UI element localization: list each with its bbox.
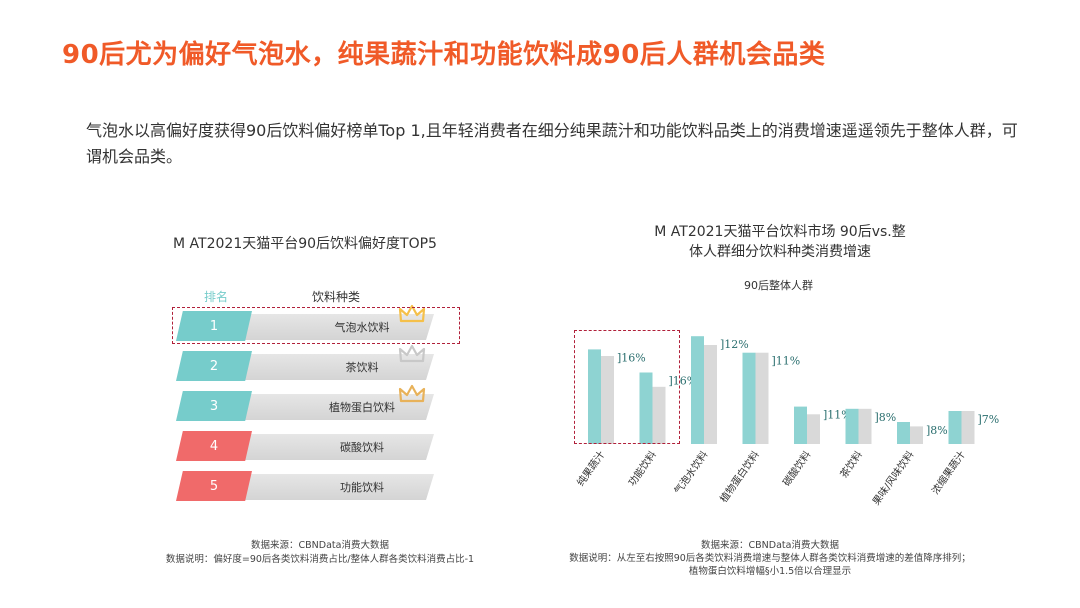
growth-label-0: ]16%: [617, 351, 646, 364]
bar-all-0: [601, 356, 614, 444]
rank-row-2: 2 茶饮料: [176, 344, 436, 381]
growth-label-4: ]11%: [823, 409, 852, 422]
bar-all-4: [807, 414, 820, 444]
bar-90s-3: [742, 352, 756, 444]
bar-all-2: [704, 345, 717, 444]
rank-badge: 5: [176, 471, 252, 501]
x-tick-label: 浓缩果蔬汁: [929, 448, 968, 496]
x-tick-label: 功能饮料: [625, 448, 659, 488]
growth-label-3: ]11%: [772, 355, 801, 368]
bar-all-3: [755, 352, 769, 444]
intro-text: 气泡水以高偏好度获得90后饮料偏好榜单Top 1,且年轻消费者在细分纯果蔬汁和功…: [86, 121, 1018, 166]
rank-label: 碳酸饮料: [340, 441, 384, 454]
legend-90: 90后: [744, 279, 769, 292]
growth-label-5: ]8%: [875, 411, 897, 424]
growth-bar-chart: ]16% 纯果蔬汁 ]16% 功能饮料 ]12% 气泡水饮料 ]11% 植物蛋白饮料 ]11% 碳…: [574, 336, 1000, 508]
x-tick-label: 气泡水饮料: [671, 448, 710, 496]
rank-badge: 2: [176, 351, 252, 381]
bar-all-7: [961, 411, 975, 444]
right-chart-title-line1: M AT2021天猫平台饮料市场 90后vs.整: [654, 224, 906, 240]
bar-all-6: [910, 426, 923, 444]
right-source: 数据来源：CBNData消费大数据: [701, 540, 839, 551]
rank-row-5: 5 功能饮料: [176, 471, 436, 501]
growth-label-7: ]7%: [978, 413, 1000, 426]
x-tick-label: 果味/风味饮料: [869, 448, 916, 507]
bar-all-1: [652, 386, 666, 444]
crown-icon: [398, 384, 426, 403]
rank-row-4: 4 碳酸饮料: [176, 431, 436, 461]
crown-icon: [398, 344, 426, 363]
rank-badge: 4: [176, 431, 252, 461]
x-tick-label: 碳酸饮料: [780, 448, 814, 488]
left-chart-title: M AT2021天猫平台90后饮料偏好度TOP5: [173, 236, 437, 252]
x-tick-label: 茶饮料: [837, 448, 865, 480]
left-note: 数据说明：偏好度=90后各类饮料消费占比/整体人群各类饮料消费占比-1: [165, 554, 475, 565]
legend: 90后整体人群: [744, 277, 813, 293]
type-header: 饮料种类: [312, 290, 361, 304]
right-note-line1: 数据说明：从左至右按照90后各类饮料消费增速与整体人群各类饮料消费增速的差值降序…: [569, 553, 971, 564]
bar-90s-1: [639, 372, 653, 444]
rank-badge: 3: [176, 391, 252, 421]
x-tick-label: 纯果蔬汁: [574, 448, 608, 488]
rank-label: 功能饮料: [340, 481, 384, 494]
rank-badge: 1: [176, 311, 252, 341]
highlight-box-top1: [172, 307, 460, 344]
bar-90s-5: [845, 408, 859, 444]
legend-all: 整体人群: [769, 279, 813, 292]
rank-row-1: 1 气泡水饮料: [176, 304, 436, 341]
crown-icon: [398, 304, 426, 323]
bar-90s-4: [794, 406, 807, 444]
highlight-box-opportunity: [574, 330, 680, 444]
bar-90s-6: [897, 422, 910, 444]
right-chart-title-line2: 体人群细分饮料种类消费增速: [689, 244, 871, 260]
left-source: 数据来源：CBNData消费大数据: [251, 540, 389, 551]
right-note-line2: 植物蛋白饮料增幅§小1.5倍以合理显示: [688, 566, 852, 577]
rank-header: 排名: [204, 290, 229, 304]
rank-bar: [234, 434, 434, 460]
rank-bar: [234, 474, 434, 500]
rank-label: 植物蛋白饮料: [329, 401, 395, 414]
growth-label-1: ]16%: [669, 375, 698, 388]
rank-label: 气泡水饮料: [334, 321, 390, 334]
growth-label-6: ]8%: [926, 424, 948, 437]
page-title: 90后尤为偏好气泡水，纯果蔬汁和功能饮料成90后人群机会品类: [62, 40, 826, 70]
x-tick-label: 植物蛋白饮料: [717, 448, 762, 505]
bar-all-5: [858, 408, 872, 444]
bar-90s-0: [588, 349, 601, 444]
growth-label-2: ]12%: [720, 338, 749, 351]
bar-90s-2: [691, 336, 704, 444]
bar-90s-7: [948, 411, 962, 444]
rank-row-3: 3 植物蛋白饮料: [176, 384, 436, 421]
rank-label: 茶饮料: [345, 361, 379, 374]
